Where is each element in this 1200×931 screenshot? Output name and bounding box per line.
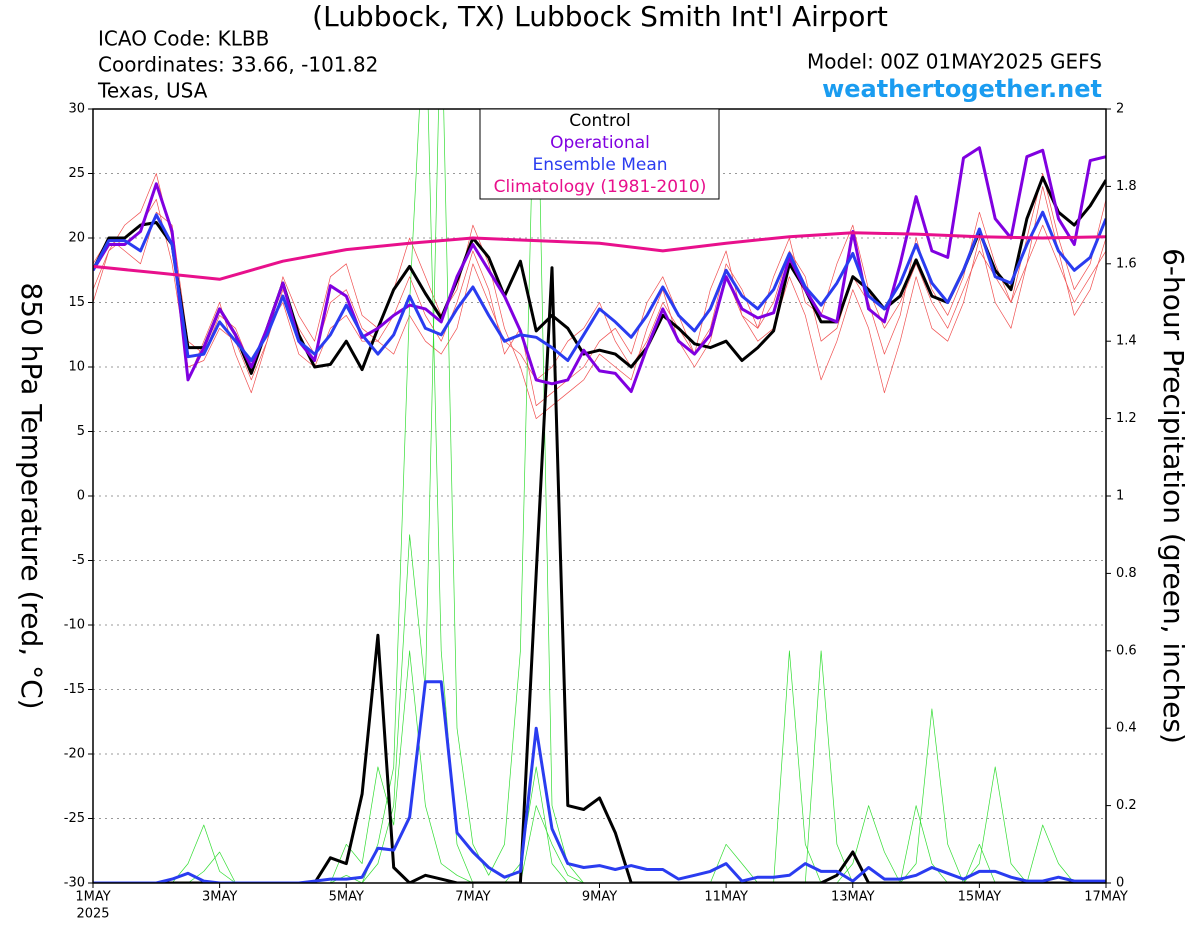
y2-tick-label: 0.4 bbox=[1116, 721, 1137, 736]
y-tick-label: 25 bbox=[68, 166, 85, 181]
x-tick-label: 1MAY bbox=[75, 890, 110, 905]
x-tick-label: 3MAY bbox=[202, 890, 237, 905]
info-line: Texas, USA bbox=[97, 79, 208, 103]
x-tick-label: 13MAY bbox=[831, 890, 875, 905]
y2-tick-label: 1.4 bbox=[1116, 334, 1137, 349]
model-info: Model: 00Z 01MAY2025 GEFS bbox=[807, 50, 1102, 74]
y2-tick-label: 2 bbox=[1116, 102, 1124, 117]
series-line bbox=[93, 231, 1106, 281]
y2-tick-label: 1 bbox=[1116, 489, 1124, 504]
x-tick-label: 15MAY bbox=[958, 890, 1002, 905]
legend-box bbox=[479, 108, 720, 200]
y-tick-label: -15 bbox=[64, 682, 85, 697]
member-line bbox=[93, 266, 1106, 883]
y-tick-label: -5 bbox=[72, 553, 85, 568]
y-tick-label: 20 bbox=[68, 231, 85, 246]
y2-tick-label: 1.8 bbox=[1116, 179, 1137, 194]
y-tick-label: 30 bbox=[68, 102, 85, 117]
legend-entry: Climatology (1981-2010) bbox=[494, 177, 707, 197]
chart-title: (Lubbock, TX) Lubbock Smith Int'l Airpor… bbox=[312, 0, 888, 33]
member-line bbox=[93, 173, 1106, 419]
member-line bbox=[93, 109, 1106, 883]
legend-entry: Ensemble Mean bbox=[532, 155, 667, 175]
x-year-label: 2025 bbox=[76, 907, 109, 922]
y-tick-label: -10 bbox=[64, 618, 85, 633]
y2-axis-label: 6-hour Precipitation (green, inches) bbox=[1157, 248, 1190, 744]
x-tick-label: 9MAY bbox=[582, 890, 617, 905]
y-tick-label: -20 bbox=[64, 747, 85, 762]
y-tick-label: 10 bbox=[68, 360, 85, 375]
y-tick-label: 5 bbox=[77, 424, 85, 439]
x-tick-label: 11MAY bbox=[704, 890, 748, 905]
legend-entry: Control bbox=[569, 111, 630, 131]
y2-tick-label: 0.8 bbox=[1116, 566, 1137, 581]
x-tick-label: 7MAY bbox=[455, 890, 490, 905]
y-tick-label: -30 bbox=[64, 876, 85, 891]
y2-tick-label: 1.6 bbox=[1116, 256, 1137, 271]
series-line bbox=[93, 175, 1106, 375]
x-tick-label: 5MAY bbox=[329, 890, 364, 905]
y-tick-label: -25 bbox=[64, 811, 85, 826]
y-tick-label: 15 bbox=[68, 295, 85, 310]
y2-tick-label: 0.6 bbox=[1116, 643, 1137, 658]
y2-tick-label: 0 bbox=[1116, 876, 1124, 891]
website: weathertogether.net bbox=[822, 75, 1102, 103]
x-tick-label: 17MAY bbox=[1084, 890, 1128, 905]
series-line bbox=[93, 210, 1106, 362]
legend-entry: Operational bbox=[550, 133, 650, 153]
y2-tick-label: 1.2 bbox=[1116, 411, 1137, 426]
y2-tick-label: 0.2 bbox=[1116, 798, 1137, 813]
member-line bbox=[93, 650, 1106, 883]
member-line bbox=[93, 680, 1106, 883]
info-line: ICAO Code: KLBB bbox=[98, 27, 269, 51]
info-line: Coordinates: 33.66, -101.82 bbox=[98, 53, 378, 77]
y-axis-label: 850 hPa Temperature (red, °C) bbox=[15, 282, 48, 709]
y-tick-label: 0 bbox=[77, 489, 85, 504]
